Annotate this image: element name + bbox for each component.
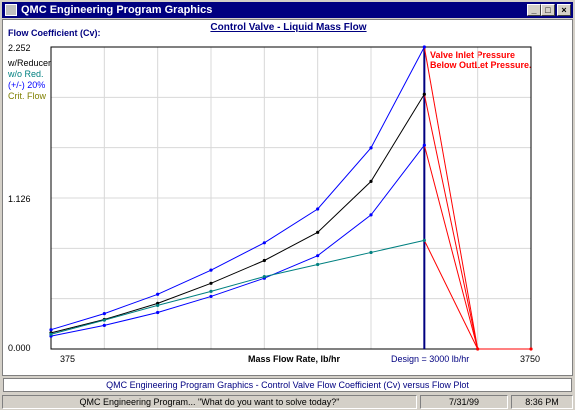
minimize-button[interactable]: _ xyxy=(527,4,541,16)
y-tick-max: 2.252 xyxy=(8,43,31,53)
series-point xyxy=(422,143,426,147)
legend-plus-minus-20: (+/-) 20% xyxy=(8,80,46,90)
x-tick-min: 375 xyxy=(60,354,76,364)
series-point xyxy=(369,179,373,183)
y-axis-title: Flow Coefficient (Cv): xyxy=(8,28,101,38)
plot-caption: QMC Engineering Program Graphics - Contr… xyxy=(3,378,572,392)
legend-wo-reducer: w/o Red. xyxy=(8,69,44,79)
y-tick-min: 0.000 xyxy=(8,343,31,353)
series-line xyxy=(50,239,425,335)
overpressure-line xyxy=(423,94,479,350)
maximize-button[interactable]: □ xyxy=(541,4,555,16)
status-bar: QMC Engineering Program... "What do you … xyxy=(0,394,575,410)
series-point xyxy=(369,146,373,150)
series-point xyxy=(316,254,320,258)
series-point xyxy=(262,241,266,245)
legend-w-reducer: w/Reducer xyxy=(8,58,52,68)
annotation-line-2: Below OutLet Pressure. xyxy=(430,60,532,70)
close-button[interactable]: × xyxy=(557,4,571,16)
series-point xyxy=(262,258,266,263)
overpressure-line xyxy=(423,240,479,350)
series-point xyxy=(422,92,426,96)
plot-frame xyxy=(50,46,532,350)
chart-title: Control Valve - Liquid Mass Flow xyxy=(210,22,367,33)
y-tick-mid: 1.126 xyxy=(8,194,31,204)
series-point xyxy=(369,213,373,217)
status-time: 8:36 PM xyxy=(511,395,573,409)
chart-area: Control Valve - Liquid Mass Flow Flow Co… xyxy=(2,19,573,376)
series-line xyxy=(50,144,425,337)
annotation-warning: Valve Inlet Pressure Below OutLet Pressu… xyxy=(430,50,532,70)
series-point xyxy=(209,281,213,285)
series-point xyxy=(49,332,53,336)
annotation-line-1: Valve Inlet Pressure xyxy=(430,50,516,60)
title-bar: QMC Engineering Program Graphics _ □ × xyxy=(2,2,573,18)
overpressure-line xyxy=(423,145,479,350)
series-point xyxy=(262,274,266,279)
series-point xyxy=(102,311,106,316)
app-icon[interactable] xyxy=(5,4,17,16)
series-point xyxy=(102,318,106,322)
legend-crit-flow: Crit. Flow xyxy=(8,91,46,101)
series-point xyxy=(156,292,160,296)
x-axis-title: Mass Flow Rate, lb/hr xyxy=(248,354,341,364)
plot-svg xyxy=(49,45,533,351)
status-date: 7/31/99 xyxy=(420,395,508,409)
x-tick-max: 3750 xyxy=(520,354,541,364)
series-point xyxy=(316,230,320,234)
series-point xyxy=(209,294,213,299)
series-point xyxy=(369,250,373,255)
series-point xyxy=(316,262,320,267)
series-line xyxy=(50,93,425,334)
series-point xyxy=(209,289,213,293)
overpressure-point xyxy=(476,347,480,351)
overpressure-point xyxy=(529,347,533,351)
series-point xyxy=(209,268,213,272)
series-point xyxy=(316,207,320,211)
design-label: Design = 3000 lb/hr xyxy=(391,354,470,364)
series-line xyxy=(50,46,425,331)
series-point xyxy=(422,238,426,242)
series-point xyxy=(102,323,106,327)
series-point xyxy=(49,328,53,332)
overpressure-line xyxy=(423,46,479,350)
window-title: QMC Engineering Program Graphics xyxy=(21,4,213,16)
series-point xyxy=(156,310,160,315)
status-message: QMC Engineering Program... "What do you … xyxy=(2,395,417,409)
series-point xyxy=(156,303,160,308)
series-point xyxy=(422,45,426,49)
